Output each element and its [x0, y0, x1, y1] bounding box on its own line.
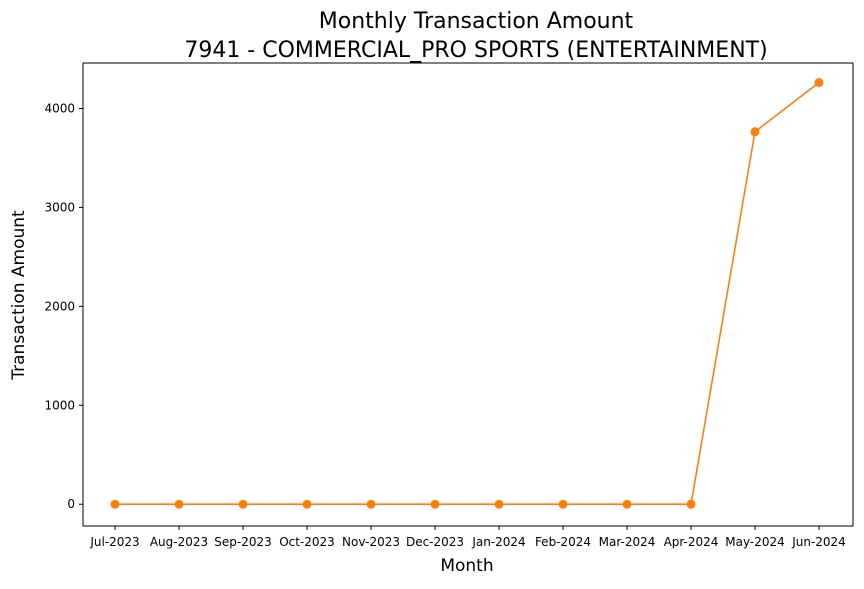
data-point [430, 499, 440, 509]
x-axis-label: Month [440, 556, 493, 576]
data-point [238, 499, 248, 509]
y-tick-label: 2000 [44, 299, 75, 313]
data-point [110, 499, 120, 509]
data-point [558, 499, 568, 509]
chart-title: Monthly Transaction Amount [319, 9, 634, 34]
series-line [115, 81, 820, 506]
x-tick-label: Dec-2023 [406, 535, 464, 549]
x-tick-label: Jan-2024 [471, 535, 525, 549]
y-tick-label: 1000 [44, 398, 75, 412]
y-axis: 0 1000 2000 3000 4000 [44, 102, 83, 511]
data-point [366, 499, 376, 509]
y-tick-label: 0 [67, 497, 75, 511]
chart-subtitle: 7941 - COMMERCIAL_PRO SPORTS (ENTERTAINM… [184, 38, 767, 63]
data-point [814, 77, 824, 87]
x-tick-label: Sep-2023 [214, 535, 272, 549]
x-tick-label: Apr-2024 [664, 535, 719, 549]
x-tick-label: Nov-2023 [342, 535, 400, 549]
x-tick-label: Jul-2023 [89, 535, 139, 549]
data-point [302, 499, 312, 509]
series-layer [110, 77, 824, 509]
data-point [494, 499, 504, 509]
plot-area-frame [82, 62, 854, 527]
x-tick-label: Oct-2023 [279, 535, 335, 549]
x-tick-label: Jun-2024 [791, 535, 846, 549]
x-axis: Jul-2023 Aug-2023 Sep-2023 Oct-2023 Nov-2023… [89, 526, 846, 549]
data-point [686, 499, 696, 509]
data-point [750, 127, 760, 137]
y-tick-label: 3000 [44, 200, 75, 214]
data-point [174, 499, 184, 509]
x-tick-label: May-2024 [725, 535, 784, 549]
y-axis-label: Transaction Amount [9, 210, 29, 381]
x-tick-label: Aug-2023 [150, 535, 208, 549]
data-point [622, 499, 632, 509]
x-tick-label: Feb-2024 [535, 535, 591, 549]
x-tick-label: Mar-2024 [599, 535, 656, 549]
y-tick-label: 4000 [44, 102, 75, 116]
